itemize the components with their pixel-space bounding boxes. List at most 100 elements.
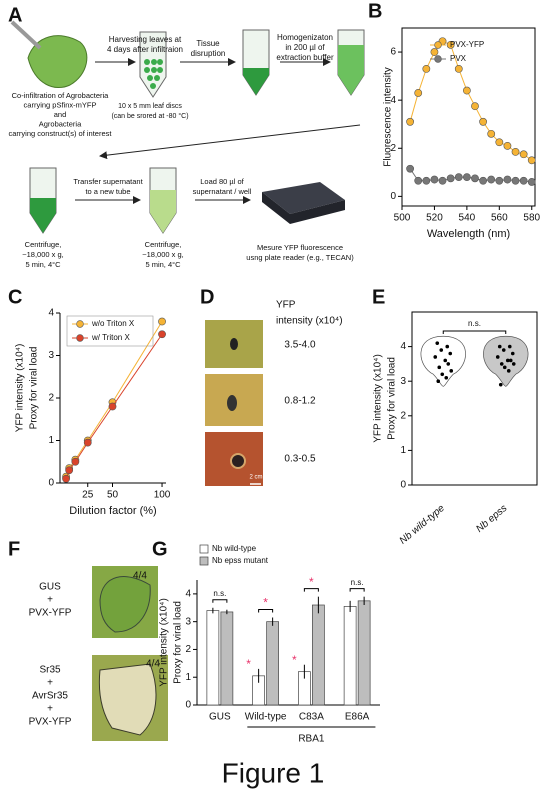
point	[505, 358, 510, 363]
point	[422, 64, 431, 73]
point	[435, 341, 440, 345]
label: in 200 µl of	[285, 43, 325, 52]
y-tick-label: 2	[400, 410, 406, 421]
plot-frame	[411, 311, 538, 486]
y-axis-label: Fluorescence intensity	[383, 67, 394, 167]
point	[414, 176, 423, 185]
y-tick-label: 1	[185, 672, 191, 683]
y-axis-label: YFP intensity (x10⁴)	[15, 344, 26, 433]
y-tick-label: 3	[48, 350, 54, 361]
point	[446, 362, 451, 366]
y-tick-label: 0	[185, 700, 191, 711]
legend-label: PVX	[450, 54, 467, 63]
bar	[343, 606, 357, 706]
point	[449, 369, 454, 373]
point	[502, 365, 507, 370]
y-axis-label: Proxy for viral load	[173, 601, 184, 684]
point	[430, 48, 439, 56]
point	[495, 176, 504, 185]
point	[71, 457, 80, 466]
legend-marker	[434, 55, 442, 63]
legend-label: PVX-YFP	[450, 40, 484, 49]
pellet	[30, 198, 56, 233]
point	[454, 64, 463, 73]
point	[495, 138, 504, 147]
point	[83, 438, 92, 447]
point	[62, 474, 70, 483]
y-tick-label: 6	[390, 47, 396, 58]
point	[499, 362, 504, 366]
annotation: n.s.	[468, 319, 481, 328]
label: Load 80 µl of	[200, 177, 244, 186]
discs	[144, 59, 163, 89]
label: Tissue	[196, 39, 220, 48]
point	[446, 174, 455, 183]
supernatant	[150, 190, 176, 233]
point	[503, 175, 512, 184]
y-axis-label: YFP intensity (x10⁴)	[159, 598, 170, 687]
label: Transfer supernatant	[73, 177, 143, 186]
label: Harvesting leaves at	[109, 35, 182, 44]
star: *	[246, 657, 251, 671]
x-tick-label: 25	[82, 490, 94, 501]
point	[436, 379, 441, 384]
panel-letter: C	[8, 286, 22, 308]
label: intensity (x10⁴)	[276, 316, 343, 327]
x-axis-label: Dilution factor (%)	[69, 505, 156, 517]
annotation: *	[309, 575, 314, 589]
point	[487, 129, 496, 138]
label: 5 min, 4°C	[145, 260, 181, 269]
hr-zone	[98, 663, 157, 736]
label: 5 min, 4°C	[25, 260, 61, 269]
label: extraction buffer	[276, 53, 334, 62]
point	[511, 147, 520, 156]
plot-frame	[401, 27, 536, 207]
point	[487, 175, 496, 184]
series-line	[409, 40, 533, 161]
point	[510, 351, 515, 356]
x-tick-label: C83A	[299, 712, 324, 723]
point	[438, 176, 447, 185]
point	[108, 402, 117, 411]
point	[414, 89, 423, 97]
label: +	[47, 678, 53, 689]
point	[507, 344, 512, 349]
x-tick-label: 560	[491, 213, 508, 224]
label: to a new tube	[85, 187, 130, 196]
point	[454, 173, 463, 182]
label: Mesure YFP fluorescence	[257, 243, 343, 252]
point	[158, 330, 166, 339]
label: 3.5-4.0	[284, 340, 316, 351]
point	[506, 369, 511, 373]
point	[443, 358, 448, 363]
x-tick-label: Nb wild-type	[398, 503, 448, 547]
y-axis-label: Proxy for viral load	[387, 357, 398, 440]
bar	[357, 600, 371, 706]
y-tick-label: 4	[390, 95, 396, 106]
point	[471, 102, 479, 111]
label: PVX-YFP	[29, 717, 72, 728]
label: 2 cm	[249, 475, 262, 481]
leaf	[27, 35, 88, 89]
point	[479, 176, 487, 185]
point	[462, 86, 471, 95]
label: Co-infiltration of Agrobacteria	[12, 91, 110, 100]
legend-marker	[434, 41, 442, 49]
label: AvrSr35	[32, 691, 68, 702]
label: usng plate reader (e.g., TECAN)	[246, 253, 354, 262]
panel-letter: A	[8, 4, 22, 26]
label: 0.8-1.2	[284, 396, 316, 407]
label: disruption	[191, 49, 226, 58]
label: +	[47, 595, 53, 606]
y-tick-label: 0	[400, 480, 406, 491]
lesion	[230, 453, 246, 469]
legend-box	[66, 315, 154, 347]
label: Sr35	[39, 665, 61, 676]
label: PVX-YFP	[29, 608, 72, 619]
label: 10 x 5 mm leaf discs	[118, 103, 182, 110]
x-tick-label: GUS	[209, 712, 231, 723]
point	[479, 117, 487, 126]
syringe	[10, 20, 42, 50]
bar	[206, 610, 220, 706]
legend-label: Nb epss mutant	[212, 556, 269, 565]
